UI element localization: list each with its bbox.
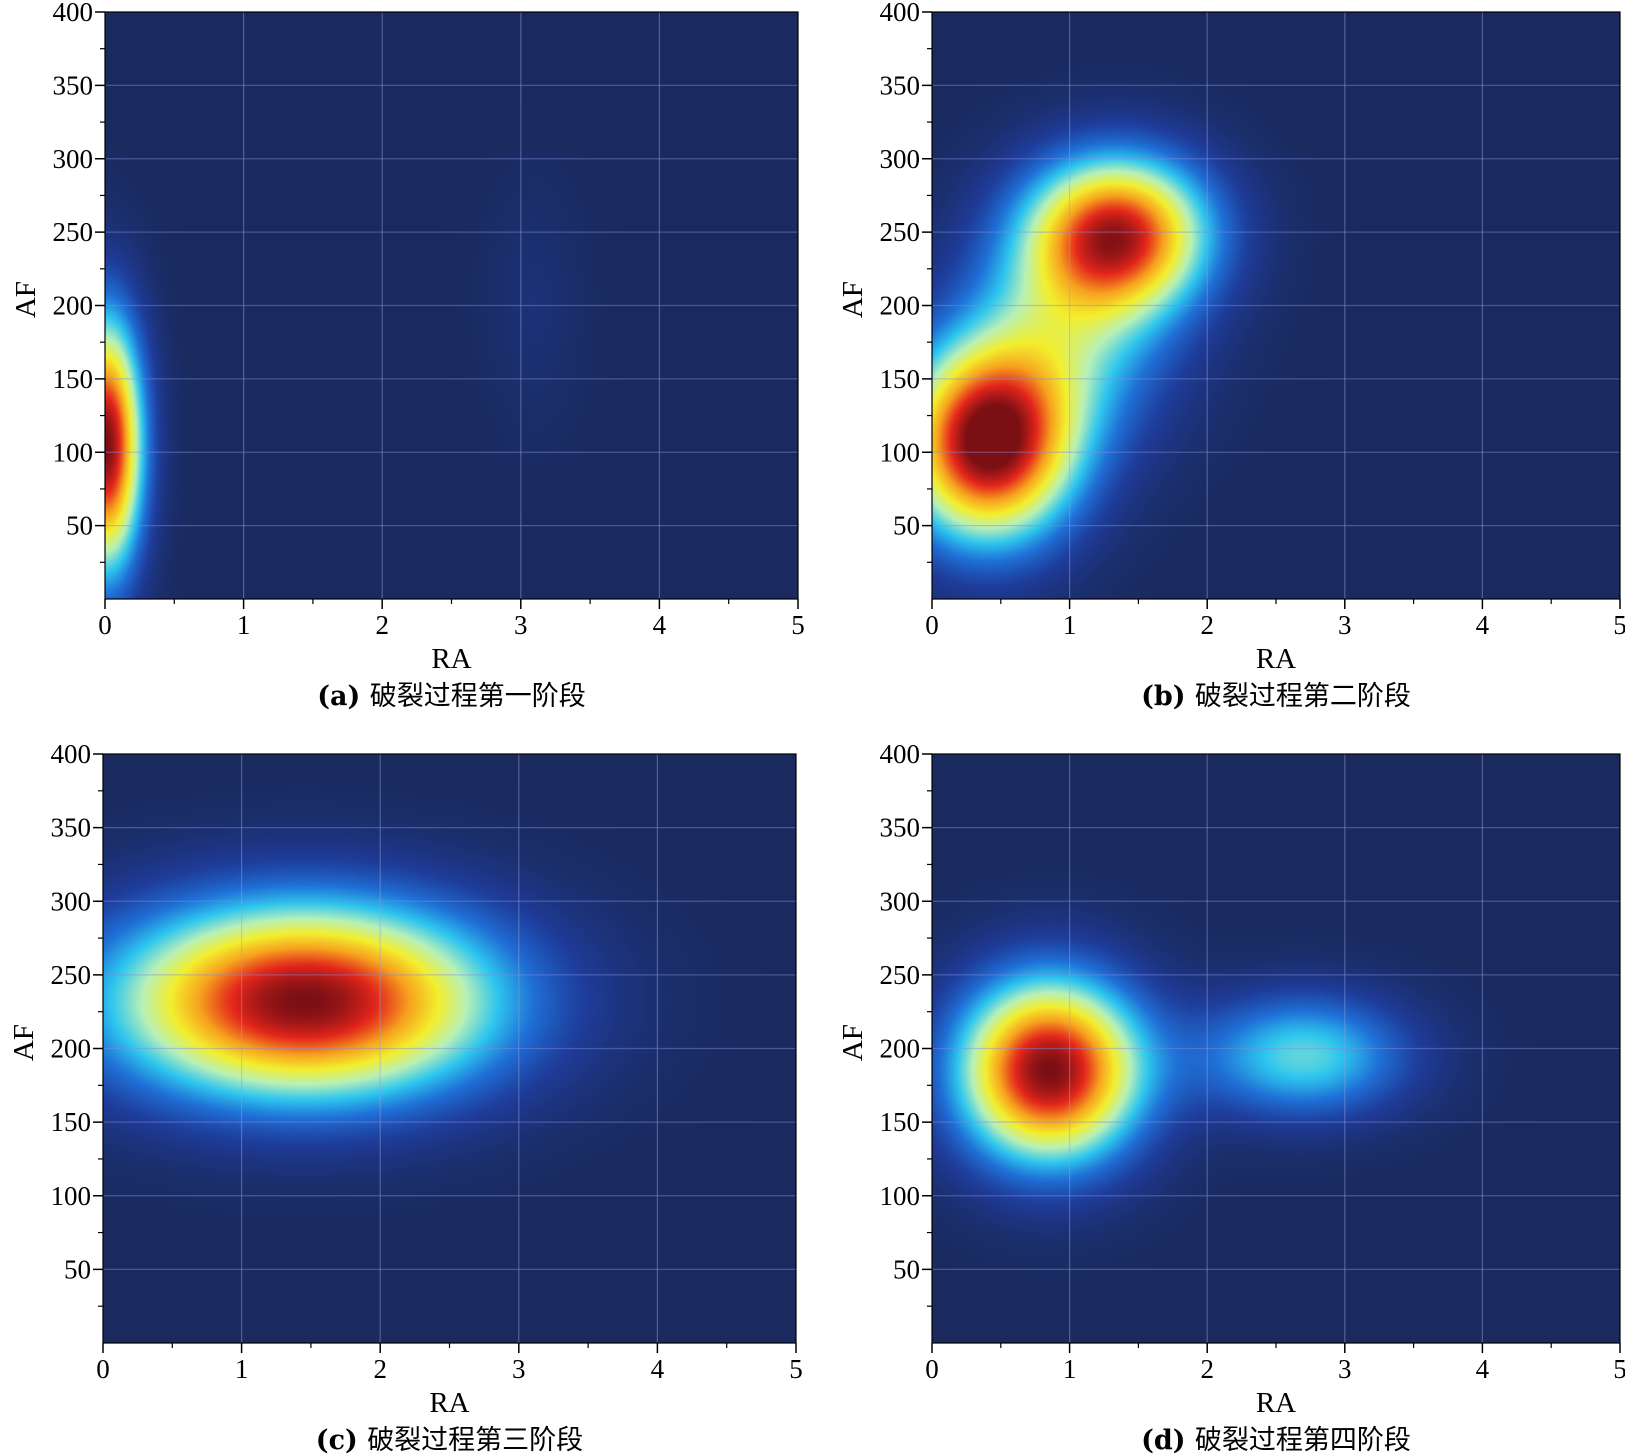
x-tick-label: 2	[1200, 1354, 1214, 1384]
y-tick-label: 200	[51, 1034, 92, 1064]
x-tick-label: 0	[925, 610, 939, 640]
heatmap-image	[103, 754, 796, 1343]
chart-panel-b: 0 1 2 3 4 5 50 100 150 200 250 300 350 400 RA AF (b) 破裂过…	[837, 0, 1625, 712]
y-axis-label: AF	[8, 1024, 40, 1061]
panel-caption-text: 破裂过程第一阶段	[370, 681, 586, 712]
x-tick-label: 1	[1063, 1354, 1077, 1384]
chart-panel-a: 0 1 2 3 4 5 50 100 150 200 250 300 350 400 RA AF (a) 破裂过…	[10, 0, 805, 712]
x-axis-label: RA	[1256, 643, 1296, 675]
y-tick-label: 300	[880, 144, 921, 174]
y-tick-label: 350	[880, 70, 921, 100]
y-tick-label: 50	[893, 511, 920, 541]
x-axis-label: RA	[1256, 1387, 1296, 1419]
y-tick-label: 250	[880, 217, 921, 247]
y-tick-label: 150	[880, 364, 921, 394]
x-tick-label: 0	[96, 1354, 110, 1384]
y-tick-label: 350	[51, 813, 92, 843]
x-tick-label: 5	[1613, 1354, 1625, 1384]
x-tick-label: 3	[514, 610, 528, 640]
y-tick-label: 400	[51, 739, 92, 769]
y-tick-label: 100	[880, 1181, 921, 1211]
y-tick-label: 200	[880, 291, 921, 321]
x-axis-label: RA	[429, 1387, 469, 1419]
y-axis-label: AF	[10, 281, 42, 318]
panel-caption-text: 破裂过程第三阶段	[367, 1425, 583, 1456]
x-tick-label: 2	[375, 610, 389, 640]
panel-letter: (d)	[1141, 1425, 1195, 1456]
y-tick-label: 250	[880, 960, 921, 990]
y-axis-label: AF	[837, 281, 869, 318]
panel-letter: (a)	[317, 681, 369, 712]
y-tick-label: 250	[51, 960, 92, 990]
x-tick-label: 1	[235, 1354, 249, 1384]
y-tick-label: 150	[51, 1107, 92, 1137]
panel-letter: (b)	[1141, 681, 1195, 712]
y-tick-label: 350	[880, 813, 921, 843]
y-tick-label: 250	[53, 217, 94, 247]
x-tick-label: 4	[651, 1354, 665, 1384]
y-tick-label: 150	[880, 1107, 921, 1137]
x-tick-label: 1	[1063, 610, 1077, 640]
panel-caption: (c) 破裂过程第三阶段	[316, 1425, 583, 1456]
x-tick-label: 4	[653, 610, 667, 640]
x-tick-label: 3	[512, 1354, 526, 1384]
y-tick-label: 200	[53, 291, 94, 321]
panel-caption-text: 破裂过程第四阶段	[1195, 1425, 1411, 1456]
y-tick-label: 150	[53, 364, 94, 394]
y-axis-label: AF	[837, 1024, 869, 1061]
panel-caption: (a) 破裂过程第一阶段	[317, 681, 585, 712]
y-tick-label: 400	[53, 0, 94, 27]
x-tick-label: 2	[1200, 610, 1214, 640]
heatmap-image	[932, 754, 1620, 1343]
panel-caption-text: 破裂过程第二阶段	[1195, 681, 1411, 712]
y-tick-label: 200	[880, 1034, 921, 1064]
y-tick-label: 300	[53, 144, 94, 174]
y-tick-label: 50	[64, 1254, 91, 1284]
x-tick-label: 5	[1613, 610, 1625, 640]
x-tick-label: 0	[98, 610, 112, 640]
x-tick-label: 4	[1476, 1354, 1490, 1384]
y-tick-label: 400	[880, 739, 921, 769]
y-tick-label: 50	[893, 1254, 920, 1284]
x-axis-label: RA	[431, 643, 471, 675]
x-tick-label: 5	[791, 610, 805, 640]
x-tick-label: 3	[1338, 610, 1352, 640]
x-tick-label: 5	[789, 1354, 803, 1384]
y-tick-label: 50	[66, 511, 93, 541]
heatmap-image	[105, 12, 798, 599]
x-tick-label: 0	[925, 1354, 939, 1384]
x-tick-label: 2	[373, 1354, 387, 1384]
chart-panel-d: 0 1 2 3 4 5 50 100 150 200 250 300 350 400 RA AF (d) 破裂过…	[837, 739, 1625, 1456]
panel-letter: (c)	[316, 1425, 367, 1456]
x-tick-label: 1	[237, 610, 251, 640]
y-tick-label: 100	[53, 437, 94, 467]
y-tick-label: 100	[880, 437, 921, 467]
y-tick-label: 300	[880, 886, 921, 916]
y-tick-label: 350	[53, 70, 94, 100]
panel-caption: (d) 破裂过程第四阶段	[1141, 1425, 1411, 1456]
y-tick-label: 100	[51, 1181, 92, 1211]
chart-panel-c: 0 1 2 3 4 5 50 100 150 200 250 300 350 400 RA AF (c) 破裂过…	[8, 739, 803, 1456]
x-tick-label: 4	[1476, 610, 1490, 640]
y-tick-label: 400	[880, 0, 921, 27]
panel-caption: (b) 破裂过程第二阶段	[1141, 681, 1411, 712]
x-tick-label: 3	[1338, 1354, 1352, 1384]
heatmap-image	[932, 12, 1620, 599]
y-tick-label: 300	[51, 886, 92, 916]
